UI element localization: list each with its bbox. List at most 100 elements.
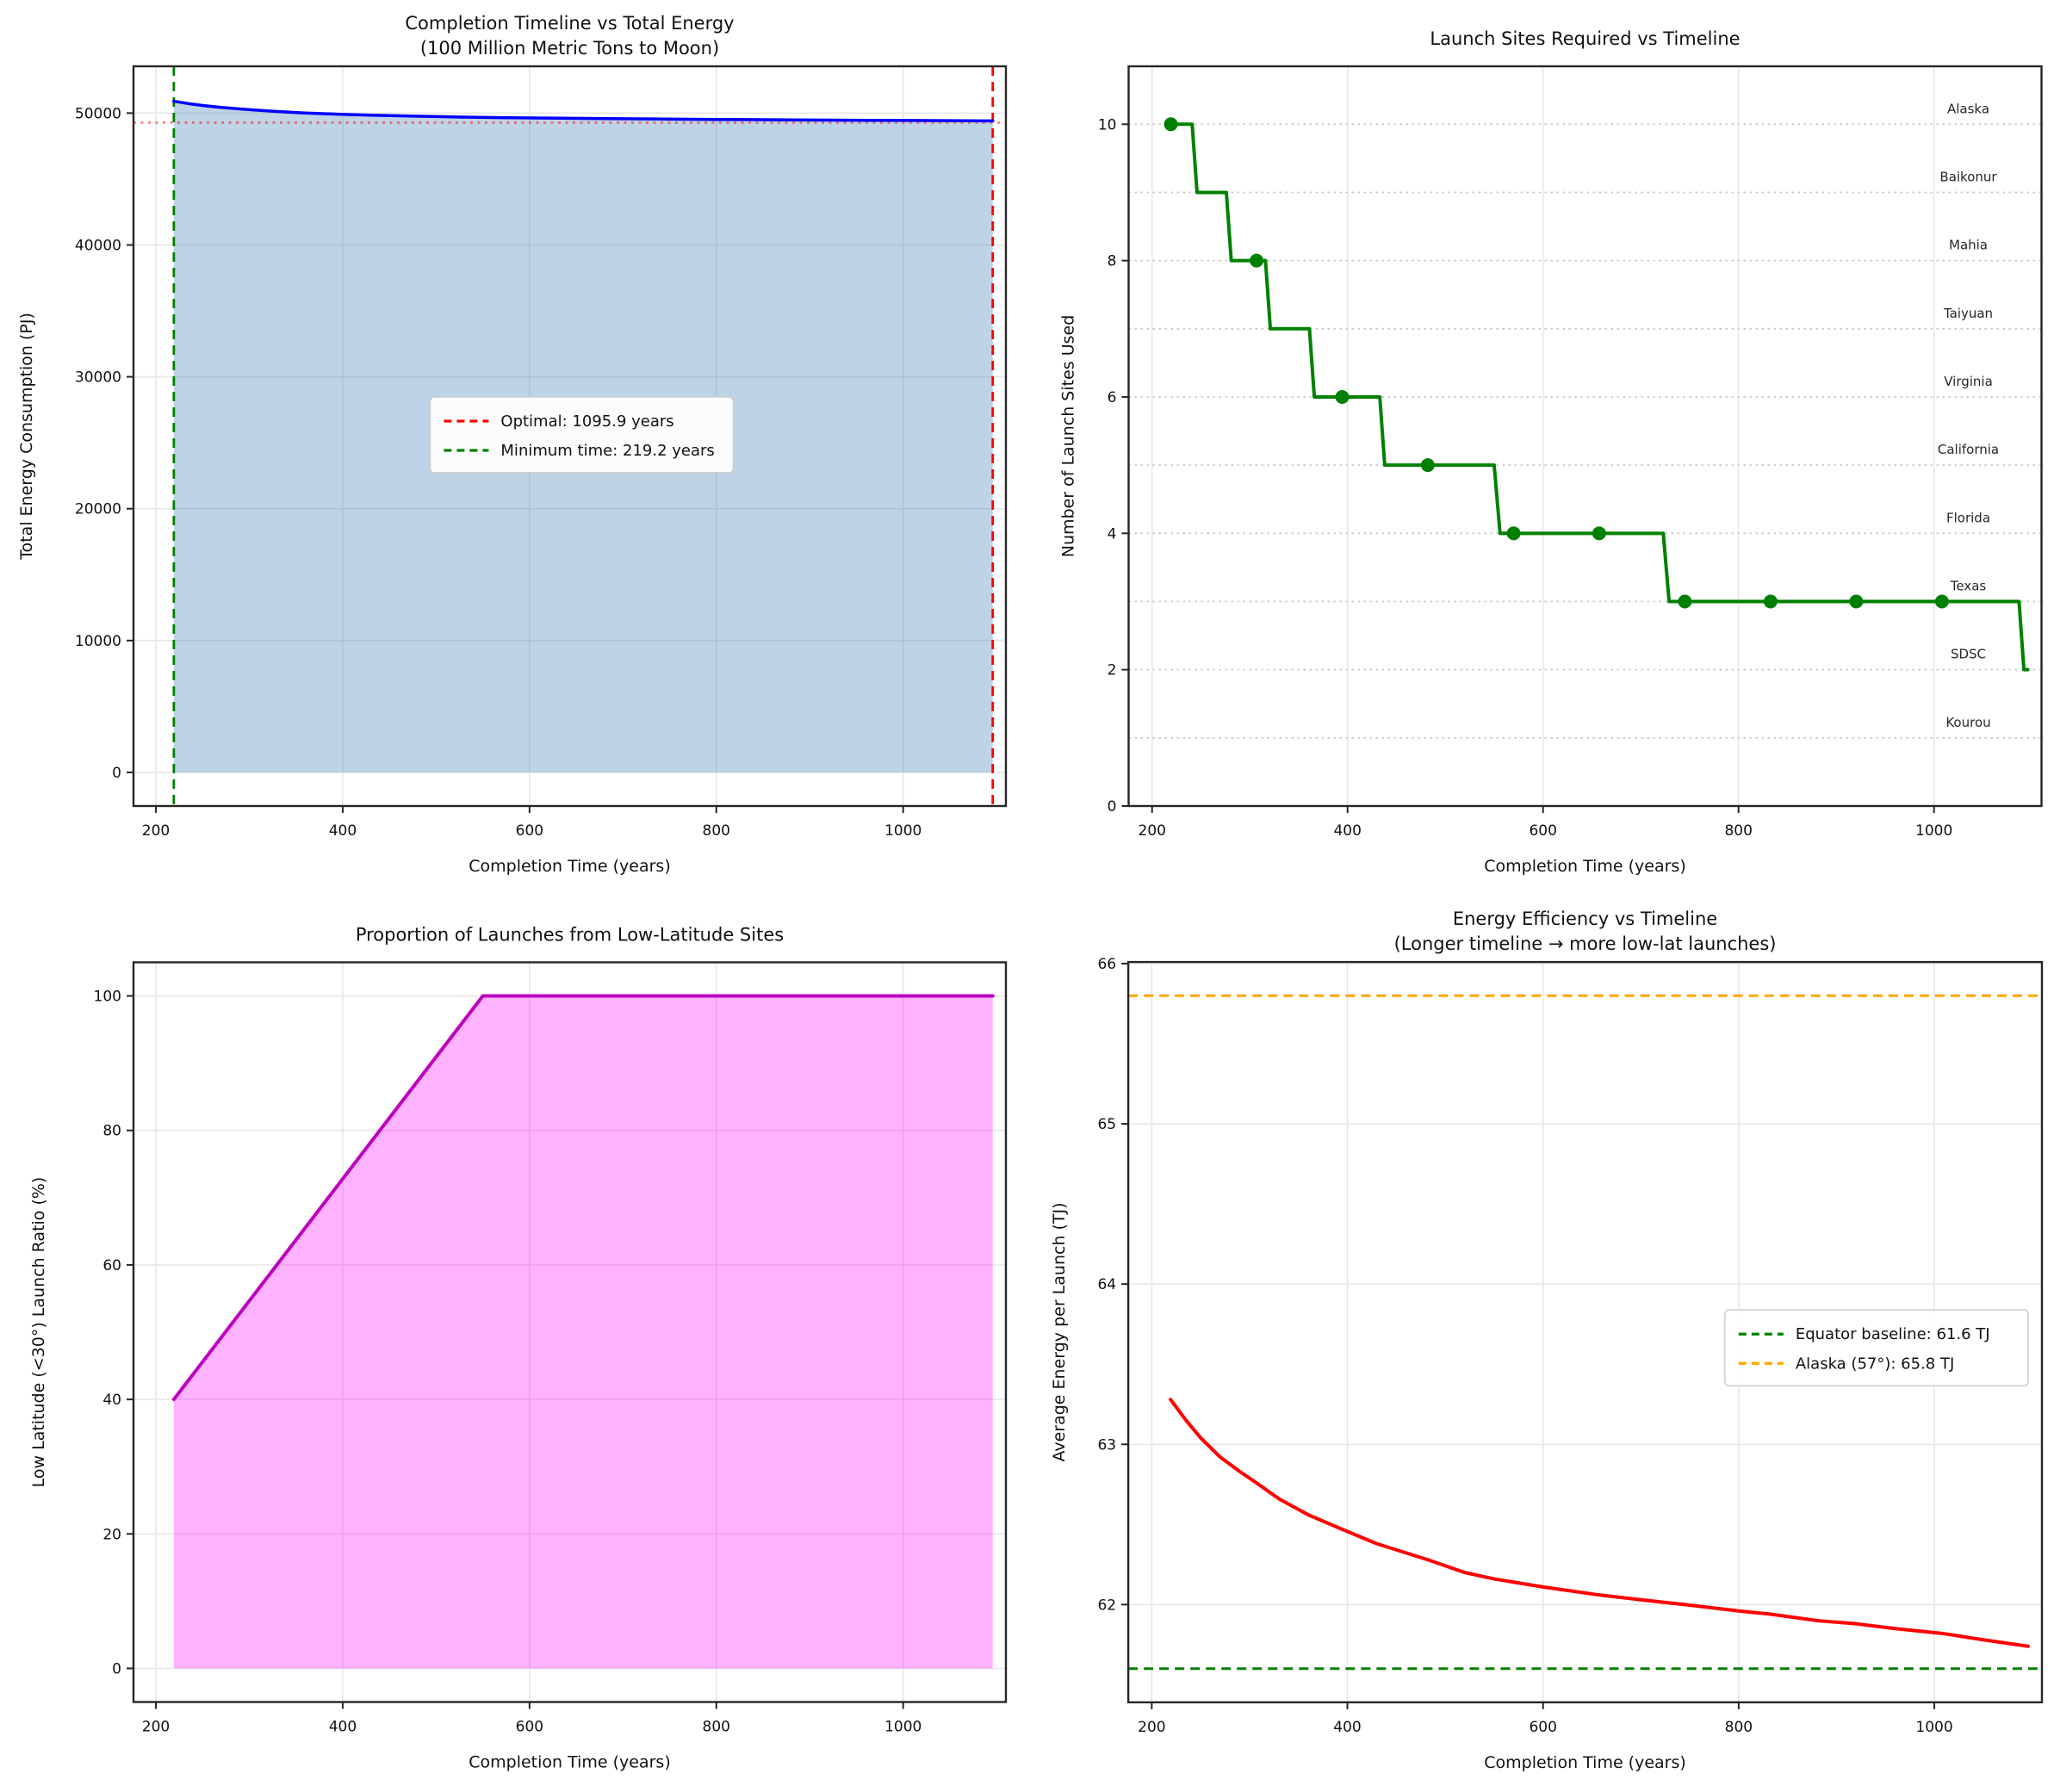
- legend-box: [429, 396, 735, 474]
- y-tick-label: 60: [102, 1257, 121, 1274]
- launch-sites-grid: [1128, 66, 2042, 806]
- site-label: Baikonur: [1939, 169, 1997, 184]
- y-tick-label: 0: [112, 1660, 121, 1677]
- y-tick-label: 40: [102, 1392, 121, 1409]
- site-label: SDSC: [1951, 647, 1986, 662]
- chart-title: Proportion of Launches from Low-Latitude…: [356, 925, 784, 946]
- y-axis-label: Total Energy Consumption (PJ): [17, 313, 36, 561]
- launch-sites-marker: [1420, 458, 1435, 473]
- y-tick-label: 2: [1108, 662, 1117, 679]
- legend-label: Optimal: 1095.9 years: [500, 412, 673, 431]
- total-energy-chart-canvas: 200 400 600 800 1000010000200003000040000500…: [17, 13, 1008, 876]
- x-tick-label: 1000: [884, 822, 922, 840]
- launch-sites-marker: [1934, 594, 1949, 609]
- y-tick-label: 6: [1108, 389, 1117, 406]
- x-tick-label: 800: [1725, 1719, 1753, 1736]
- y-tick-label: 65: [1097, 1116, 1116, 1133]
- site-label: Florida: [1946, 510, 1990, 525]
- x-tick-label: 800: [703, 822, 730, 840]
- x-axis-label: Completion Time (years): [1484, 857, 1686, 876]
- energy-efficiency-chart-canvas: 200 400 600 800 1000 62 63 64 65 66 Energy Efficie…: [1050, 908, 2044, 1772]
- energy-efficiency-grid: [1128, 962, 2042, 1702]
- legend-label: Equator baseline: 61.6 TJ: [1796, 1325, 1990, 1343]
- y-tick-label: 66: [1097, 956, 1116, 973]
- launch-sites-marker: [1678, 594, 1692, 609]
- x-tick-label: 600: [516, 1719, 543, 1736]
- x-tick-label: 1000: [1915, 1719, 1952, 1736]
- chart-title: Launch Sites Required vs Timeline: [1430, 28, 1740, 49]
- chart-title: Energy Efficiency vs Timeline: [1453, 908, 1717, 929]
- launch-sites-marker: [1849, 594, 1864, 609]
- site-label: Texas: [1950, 578, 1987, 593]
- y-tick-label: 64: [1097, 1276, 1116, 1293]
- y-tick-label: 80: [102, 1123, 121, 1140]
- x-tick-label: 400: [329, 1719, 357, 1736]
- launch-sites-marker: [1164, 117, 1178, 132]
- site-label: Mahia: [1949, 238, 1988, 253]
- y-tick-label: 8: [1108, 253, 1117, 270]
- chart-subtitle: (100 Million Metric Tons to Moon): [420, 38, 719, 59]
- y-tick-label: 30000: [75, 369, 121, 387]
- x-tick-label: 800: [703, 1719, 730, 1736]
- panel-total-energy: 200 400 600 800 1000 0 10000 20000 30000 40000 500…: [0, 0, 1027, 896]
- site-label: California: [1938, 442, 1999, 457]
- x-axis-label: Completion Time (years): [469, 1753, 671, 1772]
- launch-sites-marker: [1506, 526, 1521, 541]
- x-tick-label: 400: [1333, 822, 1361, 840]
- site-label: Taiyuan: [1943, 306, 1993, 321]
- low-latitude-ratio-area-fill: [173, 995, 993, 1669]
- y-tick-label: 20000: [75, 501, 121, 518]
- low-latitude-ratio-axes-frame: [132, 961, 1008, 1703]
- y-tick-label: 63: [1097, 1436, 1116, 1454]
- x-tick-label: 200: [1139, 822, 1166, 840]
- x-tick-label: 600: [1529, 1719, 1556, 1736]
- total-energy-legend: Optimal: 1095.9 years Minimum time: 219.2…: [429, 396, 735, 474]
- y-tick-label: 62: [1097, 1597, 1116, 1614]
- launch-sites-axes-frame: [1127, 65, 2043, 808]
- energy-efficiency-series-line: [1169, 1398, 2030, 1648]
- x-tick-label: 800: [1724, 822, 1752, 840]
- panel-launch-sites: Alaska Baikonur Mahia Taiyuan Virginia Califo…: [1027, 0, 2054, 896]
- y-tick-label: 40000: [75, 237, 121, 254]
- x-tick-label: 1000: [1915, 822, 1952, 840]
- x-tick-label: 200: [142, 1719, 170, 1736]
- panel-low-latitude-ratio: 200 400 600 800 1000 0 20 40 60 80 100 Proportion o…: [0, 896, 1027, 1792]
- chart-title: Completion Timeline vs Total Energy: [405, 13, 734, 34]
- launch-sites-marker: [1250, 253, 1264, 268]
- total-energy-axes-frame: [132, 65, 1008, 808]
- x-axis-label: Completion Time (years): [1484, 1753, 1686, 1772]
- x-tick-label: 400: [1333, 1719, 1361, 1736]
- y-tick-label: 10: [1098, 116, 1117, 133]
- legend-label: Minimum time: 219.2 years: [500, 442, 714, 460]
- total-energy-series-line: [172, 99, 995, 123]
- y-tick-label: 20: [102, 1526, 121, 1543]
- low-latitude-ratio-chart-canvas: 200 400 600 800 1000 0 20 40 60 80 100 Proportion o…: [29, 925, 1008, 1772]
- site-label: Alaska: [1947, 101, 1989, 116]
- x-axis-label: Completion Time (years): [469, 857, 671, 876]
- x-tick-label: 400: [329, 822, 357, 840]
- x-tick-label: 600: [516, 822, 543, 840]
- panel-energy-efficiency: 200 400 600 800 1000 62 63 64 65 66 Energy Efficie…: [1027, 896, 2054, 1792]
- energy-efficiency-axes-frame: [1126, 960, 2044, 1704]
- x-tick-label: 200: [1138, 1719, 1165, 1736]
- x-tick-label: 1000: [884, 1719, 922, 1736]
- y-axis-label: Average Energy per Launch (TJ): [1050, 1202, 1069, 1461]
- legend-label: Alaska (57°): 65.8 TJ: [1796, 1355, 1954, 1373]
- legend-box: [1723, 1309, 2029, 1387]
- y-tick-label: 4: [1108, 525, 1117, 543]
- site-label: Kourou: [1945, 715, 1990, 730]
- y-axis-label: Low Latitude (<30°) Launch Ratio (%): [29, 1177, 48, 1488]
- energy-efficiency-legend: Equator baseline: 61.6 TJ Alaska (57°): 6…: [1723, 1309, 2029, 1387]
- launch-sites-chart-canvas: Alaska Baikonur Mahia Taiyuan Virginia Califo…: [1059, 28, 2043, 876]
- y-axis-label: Number of Launch Sites Used: [1059, 315, 1078, 558]
- y-tick-label: 10000: [75, 633, 121, 650]
- x-tick-label: 200: [142, 822, 170, 840]
- low-latitude-ratio-series-line: [171, 994, 995, 1402]
- y-tick-label: 0: [112, 765, 121, 782]
- site-label: Virginia: [1944, 374, 1993, 389]
- launch-sites-marker: [1335, 389, 1350, 404]
- launch-sites-marker: [1592, 526, 1606, 541]
- y-tick-label: 0: [1108, 798, 1117, 815]
- x-tick-label: 600: [1529, 822, 1556, 840]
